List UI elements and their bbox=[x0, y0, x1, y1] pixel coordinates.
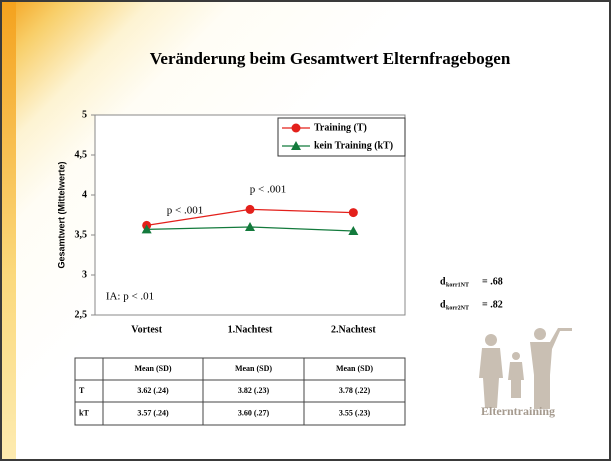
chart: Veränderung beim Gesamtwert Elternfrageb… bbox=[0, 0, 611, 461]
figure-body bbox=[479, 348, 503, 408]
figure-head bbox=[512, 352, 520, 360]
point bbox=[246, 205, 255, 214]
table-header: Mean (SD) bbox=[235, 364, 272, 373]
effect-subscript: korr1NT bbox=[446, 282, 469, 288]
table: Mean (SD) Mean (SD) Mean (SD) T 3.62 (.24) 3.… bbox=[75, 358, 405, 425]
table-cell: 3.82 (.23) bbox=[238, 386, 270, 395]
figure-body bbox=[508, 362, 524, 398]
image-caption: Elterntraining bbox=[481, 404, 555, 418]
table-header: Mean (SD) bbox=[336, 364, 373, 373]
legend-label: kein Training (kT) bbox=[314, 140, 393, 151]
y-tick-label: 5 bbox=[82, 109, 87, 120]
legend: Training (T) kein Training (kT) bbox=[278, 118, 405, 156]
table-cell: kT bbox=[79, 408, 89, 417]
table-cell: 3.57 (.24) bbox=[137, 408, 169, 417]
x-tick-label: 1.Nachtest bbox=[228, 324, 273, 335]
y-tick-label: 3,5 bbox=[75, 229, 88, 240]
y-tick-label: 4 bbox=[82, 189, 87, 200]
table-cell: 3.60 (.27) bbox=[238, 408, 270, 417]
chart-title: Veränderung beim Gesamtwert Elternfrageb… bbox=[150, 49, 511, 68]
y-tick-label: 2,5 bbox=[75, 309, 88, 320]
annotation: p < .001 bbox=[167, 205, 203, 217]
effect-value: = .82 bbox=[482, 299, 503, 310]
table-cell: 3.62 (.24) bbox=[137, 386, 169, 395]
x-tick-label: 2.Nachtest bbox=[331, 324, 376, 335]
figure-body bbox=[530, 328, 572, 409]
annotation: IA: p < .01 bbox=[106, 291, 154, 303]
image: Elterntraining bbox=[479, 328, 572, 418]
effect-value: = .68 bbox=[482, 276, 503, 287]
table-header: Mean (SD) bbox=[134, 364, 171, 373]
annotation: p < .001 bbox=[250, 184, 286, 196]
table-cell: T bbox=[79, 386, 85, 395]
slide: Veränderung beim Gesamtwert Elternfrageb… bbox=[0, 0, 611, 461]
point bbox=[349, 208, 358, 217]
y-tick-label: 4,5 bbox=[75, 149, 88, 160]
figure-head bbox=[534, 328, 546, 340]
legend-marker bbox=[292, 124, 301, 133]
x-tick-label: Vortest bbox=[131, 324, 162, 335]
y-tick-label: 3 bbox=[82, 269, 87, 280]
table-cell: 3.78 (.22) bbox=[339, 386, 371, 395]
legend-label: Training (T) bbox=[314, 122, 367, 133]
y-axis-label: Gesamtwert (Mittelwerte) bbox=[56, 161, 66, 268]
table-cell: 3.55 (.23) bbox=[339, 408, 371, 417]
effect-subscript: korr2NT bbox=[446, 305, 469, 311]
figure-head bbox=[485, 334, 497, 346]
